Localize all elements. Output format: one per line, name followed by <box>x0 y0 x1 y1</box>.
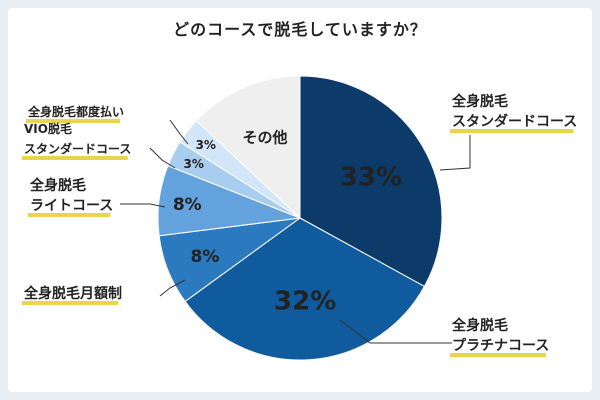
slice-value-label: 8% <box>191 247 220 267</box>
category-label: 全身脱毛 <box>29 177 86 194</box>
label-highlight <box>22 156 128 160</box>
slice-value-label: 33% <box>340 162 402 192</box>
label-highlight <box>28 213 111 217</box>
leader-line <box>439 135 471 171</box>
category-label: 全身脱毛月額制 <box>23 285 122 302</box>
slice-value-label: 3% <box>196 138 216 152</box>
label-highlight <box>450 129 574 133</box>
leader-line <box>159 279 186 297</box>
category-label: スタンダードコース <box>452 113 577 130</box>
leader-line <box>339 319 452 344</box>
leader-line <box>120 203 166 208</box>
pie-slice-1 <box>184 217 426 361</box>
slice-value-label: 3% <box>184 157 204 171</box>
category-label: 全身脱毛都度払い <box>27 104 124 119</box>
category-label: VIO脱毛 <box>24 121 72 136</box>
slice-value-label: 8% <box>173 195 202 215</box>
pie-slice-6 <box>195 75 301 220</box>
label-highlight <box>450 353 547 357</box>
category-label: スタンダードコース <box>24 141 131 156</box>
leader-line <box>149 147 176 169</box>
category-label: 全身脱毛 <box>451 93 508 110</box>
pie-slice-0 <box>299 75 443 288</box>
slice-value-label: 32% <box>274 287 336 317</box>
chart-title: どのコースで脱毛していますか？ <box>173 20 427 39</box>
label-highlight <box>26 119 121 123</box>
category-label: 全身脱毛 <box>451 317 508 334</box>
slice-category-label: その他 <box>243 129 288 147</box>
leader-line <box>169 119 189 145</box>
category-label: プラチナコース <box>452 338 549 354</box>
category-label: ライトコース <box>30 198 113 214</box>
label-highlight <box>22 301 119 305</box>
